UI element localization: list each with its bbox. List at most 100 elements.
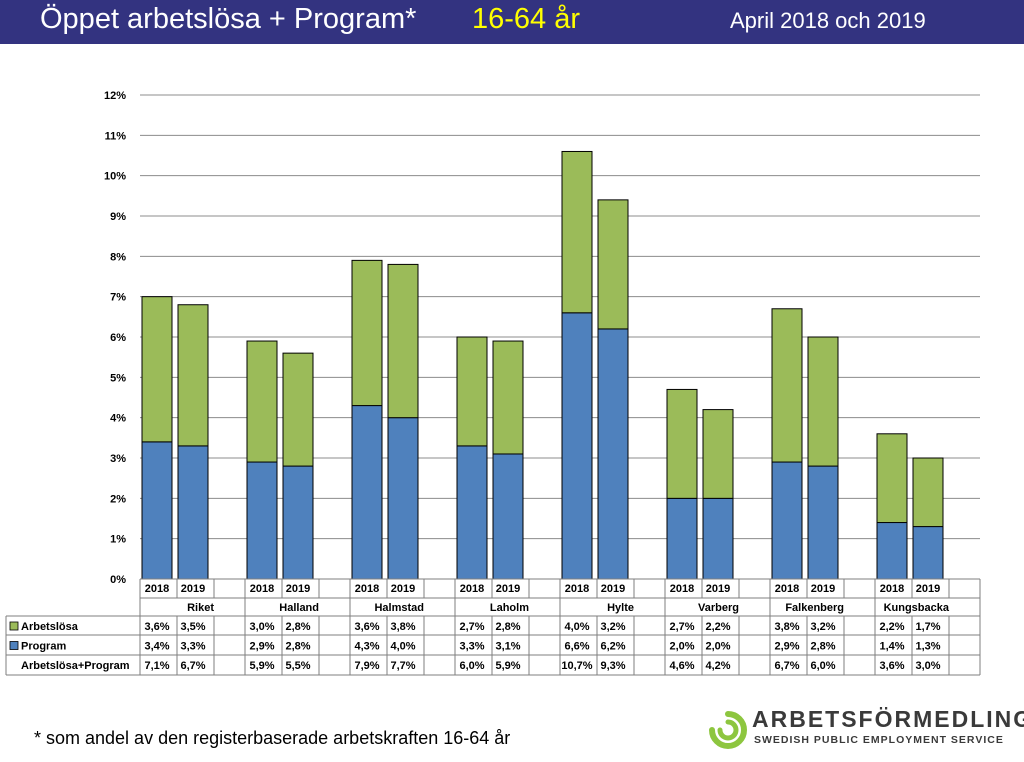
table-cell: 2,8% xyxy=(285,621,310,633)
age-range-label: 16-64 år xyxy=(472,3,581,35)
table-cell: 6,0% xyxy=(459,660,484,672)
table-cell: 1,7% xyxy=(915,621,940,633)
bar-arbetslosa xyxy=(282,352,314,467)
x-group-label: Laholm xyxy=(490,602,529,614)
bar-program xyxy=(597,328,629,580)
x-year-label: 2018 xyxy=(355,583,379,595)
x-year-label: 2018 xyxy=(880,583,904,595)
bar-program xyxy=(246,461,278,580)
x-year-label: 2018 xyxy=(250,583,274,595)
logo-mark-icon xyxy=(709,711,747,749)
bar-program xyxy=(876,522,908,580)
table-cell: 3,1% xyxy=(495,641,520,653)
table-cell: 3,3% xyxy=(180,641,205,653)
table-cell: 5,9% xyxy=(249,660,274,672)
table-cell: 3,0% xyxy=(915,660,940,672)
bar-program xyxy=(807,465,839,580)
y-tick-label: 5% xyxy=(110,372,126,384)
table-cell: 6,7% xyxy=(774,660,799,672)
table-cell: 4,3% xyxy=(354,641,379,653)
table-cell: 3,6% xyxy=(354,621,379,633)
bar-arbetslosa xyxy=(912,457,944,528)
x-year-label: 2018 xyxy=(460,583,484,595)
bar-program xyxy=(387,417,419,580)
table-cell: 4,2% xyxy=(705,660,730,672)
x-year-label: 2018 xyxy=(775,583,799,595)
table-cell: 3,0% xyxy=(249,621,274,633)
table-cell: 2,2% xyxy=(705,621,730,633)
x-year-label: 2019 xyxy=(286,583,310,595)
x-group-label: Halmstad xyxy=(374,602,424,614)
legend-swatch xyxy=(9,621,19,631)
bar-arbetslosa xyxy=(492,340,524,455)
table-cell: 7,9% xyxy=(354,660,379,672)
table-cell: 2,2% xyxy=(879,621,904,633)
table-cell: 2,8% xyxy=(495,621,520,633)
bar-arbetslosa xyxy=(561,150,593,314)
table-cell: 2,9% xyxy=(774,641,799,653)
table-cell: 10,7% xyxy=(561,660,592,672)
table-cell: 6,7% xyxy=(180,660,205,672)
table-cell: 1,4% xyxy=(879,641,904,653)
x-year-label: 2019 xyxy=(391,583,415,595)
x-year-label: 2019 xyxy=(496,583,520,595)
table-cell: 6,0% xyxy=(810,660,835,672)
bar-program xyxy=(912,526,944,580)
bar-program xyxy=(492,453,524,580)
x-group-label: Hylte xyxy=(607,602,634,614)
page-title: Öppet arbetslösa + Program* xyxy=(40,3,417,35)
bar-arbetslosa xyxy=(456,336,488,447)
table-cell: 3,6% xyxy=(144,621,169,633)
y-tick-label: 11% xyxy=(105,130,127,142)
bar-program xyxy=(141,441,173,580)
table-cell: 4,6% xyxy=(669,660,694,672)
table-cell: 6,2% xyxy=(600,641,625,653)
table-cell: 6,6% xyxy=(564,641,589,653)
bar-arbetslosa xyxy=(876,433,908,524)
arbetsformedlingen-logo: ARBETSFÖRMEDLINGEN SWEDISH PUBLIC EMPLOY… xyxy=(708,706,1024,752)
bar-arbetslosa xyxy=(771,308,803,463)
bar-arbetslosa xyxy=(387,263,419,419)
y-tick-label: 1% xyxy=(110,534,126,546)
period-label: April 2018 och 2019 xyxy=(730,8,926,33)
bar-arbetslosa xyxy=(141,296,173,443)
table-cell: 7,7% xyxy=(390,660,415,672)
title-bar: Öppet arbetslösa + Program* 16-64 år Apr… xyxy=(0,0,1024,44)
table-cell: 3,4% xyxy=(144,641,169,653)
bar-arbetslosa xyxy=(807,336,839,467)
table-cell: 3,2% xyxy=(810,621,835,633)
bar-arbetslosa xyxy=(177,304,209,447)
logo-name: ARBETSFÖRMEDLINGEN xyxy=(752,706,1024,732)
x-group-label: Falkenberg xyxy=(785,602,844,614)
bar-arbetslosa xyxy=(246,340,278,463)
bar-program xyxy=(702,497,734,580)
y-tick-label: 0% xyxy=(110,574,126,586)
bar-program xyxy=(456,445,488,580)
y-tick-label: 9% xyxy=(110,211,126,223)
table-cell: 3,5% xyxy=(180,621,205,633)
table-cell: 4,0% xyxy=(564,621,589,633)
table-cell: 2,9% xyxy=(249,641,274,653)
bar-arbetslosa xyxy=(702,409,734,499)
table-cell: 2,0% xyxy=(669,641,694,653)
table-cell: 3,6% xyxy=(879,660,904,672)
x-year-label: 2019 xyxy=(811,583,835,595)
x-group-label: Riket xyxy=(187,602,214,614)
table-cell: 2,7% xyxy=(669,621,694,633)
bar-arbetslosa xyxy=(351,259,383,407)
table-row-label: Program xyxy=(21,641,66,653)
x-year-label: 2019 xyxy=(601,583,625,595)
table-cell: 5,5% xyxy=(285,660,310,672)
x-year-label: 2019 xyxy=(706,583,730,595)
x-year-label: 2018 xyxy=(670,583,694,595)
x-year-label: 2019 xyxy=(916,583,940,595)
bar-arbetslosa xyxy=(666,388,698,499)
table-cell: 2,0% xyxy=(705,641,730,653)
y-tick-label: 2% xyxy=(110,493,126,505)
y-tick-label: 4% xyxy=(110,413,126,425)
bar-program xyxy=(351,405,383,580)
x-year-label: 2018 xyxy=(145,583,169,595)
x-group-label: Halland xyxy=(279,602,319,614)
y-tick-label: 7% xyxy=(110,292,126,304)
bar-program xyxy=(666,497,698,580)
